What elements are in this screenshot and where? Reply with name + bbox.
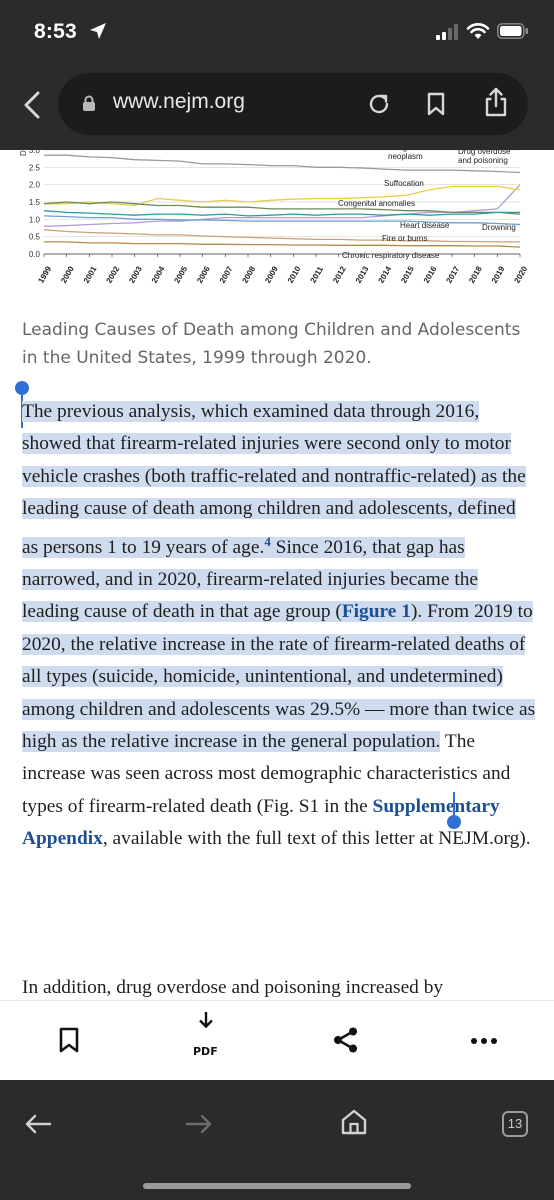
footnote-ref[interactable]: 4 bbox=[264, 533, 271, 549]
y-tick-label: 2.5 bbox=[29, 163, 41, 172]
x-tick-label: 2003 bbox=[127, 264, 144, 284]
x-tick-label: 2002 bbox=[104, 264, 121, 284]
status-time: 8:53 bbox=[34, 20, 77, 43]
supplementary-appendix-link[interactable]: Supplementary Appendix bbox=[22, 795, 500, 850]
text-run: The increase was seen across most demogr… bbox=[22, 731, 511, 817]
x-tick-label: 2018 bbox=[467, 264, 484, 284]
article-toolbar: PDF bbox=[0, 1000, 554, 1081]
series-label: Suffocation bbox=[384, 179, 424, 188]
x-tick-label: 2011 bbox=[309, 265, 326, 285]
pdf-label: PDF bbox=[193, 1045, 218, 1058]
x-tick-label: 2014 bbox=[376, 264, 393, 284]
address-bar[interactable]: www.nejm.org bbox=[58, 73, 528, 135]
figure-1-link[interactable]: Figure 1 bbox=[341, 601, 411, 623]
back-arrow-icon[interactable] bbox=[24, 1113, 52, 1135]
bookmark-icon[interactable] bbox=[426, 92, 446, 116]
save-bookmark-icon[interactable] bbox=[58, 1027, 80, 1053]
x-tick-label: 2001 bbox=[82, 264, 99, 284]
y-tick-label: 3.0 bbox=[29, 150, 41, 155]
y-tick-label: 0.5 bbox=[29, 233, 41, 242]
cellular-signal-icon bbox=[436, 24, 458, 40]
x-axis-ticks: 1999 2000 2001 2002 2003 2004 2005 2006 2007 2008… bbox=[36, 253, 529, 285]
series-line-chronic-respiratory-disease bbox=[44, 241, 521, 248]
y-axis-label: De bbox=[20, 150, 28, 156]
x-tick-label: 2020 bbox=[512, 264, 529, 284]
article-paragraph-2: In addition, drug overdose and poisoning… bbox=[22, 977, 444, 998]
series-label: Drowning bbox=[482, 223, 516, 232]
home-indicator bbox=[143, 1183, 411, 1189]
causes-of-death-line-chart[interactable]: De 0.0 0.5 1.0 1.5 2.0 2.5 3.0 Malignantneopla… bbox=[20, 150, 534, 302]
browser-back-chevron-icon[interactable] bbox=[18, 90, 46, 120]
browser-bottom-bar: 13 bbox=[0, 1080, 554, 1200]
x-tick-label: 1999 bbox=[36, 264, 53, 284]
reload-icon[interactable] bbox=[366, 91, 392, 117]
location-arrow-icon bbox=[90, 23, 106, 39]
share-nodes-icon[interactable] bbox=[333, 1027, 359, 1053]
series-line-heart-disease bbox=[43, 215, 521, 226]
forward-arrow-icon[interactable] bbox=[185, 1113, 213, 1135]
home-icon[interactable] bbox=[340, 1108, 368, 1136]
y-tick-label: 2.0 bbox=[29, 181, 41, 190]
x-tick-label: 2019 bbox=[490, 264, 507, 284]
x-tick-label: 2006 bbox=[195, 264, 212, 284]
article-content: De 0.0 0.5 1.0 1.5 2.0 2.5 3.0 Malignantneopla… bbox=[0, 150, 554, 1000]
y-tick-label: 1.5 bbox=[29, 198, 41, 207]
browser-top-chrome: 8:53 www.nejm.org bbox=[0, 0, 554, 150]
x-tick-label: 2015 bbox=[399, 264, 416, 284]
tabs-count-button[interactable]: 13 bbox=[502, 1111, 528, 1137]
x-tick-label: 2013 bbox=[354, 264, 371, 284]
url-text[interactable]: www.nejm.org bbox=[113, 90, 245, 113]
text-run: ). From 2019 to 2020, the relative incre… bbox=[22, 601, 536, 753]
y-tick-label: 0.0 bbox=[29, 250, 41, 259]
text-run: The previous analysis, which examined da… bbox=[22, 401, 526, 558]
series-label: Chronic respiratory disease bbox=[342, 251, 440, 260]
more-options-icon[interactable] bbox=[470, 1037, 498, 1045]
x-tick-label: 2009 bbox=[263, 264, 280, 284]
text-run: Since 2016, that gap has narrowed, and i… bbox=[22, 536, 479, 623]
x-tick-label: 2017 bbox=[444, 264, 461, 284]
series-line-fire-or-burns bbox=[43, 229, 520, 243]
y-axis-ticks: 0.0 0.5 1.0 1.5 2.0 2.5 3.0 bbox=[29, 150, 41, 259]
x-tick-label: 2004 bbox=[150, 264, 167, 284]
y-tick-label: 1.0 bbox=[29, 215, 41, 224]
share-icon[interactable] bbox=[483, 86, 509, 118]
x-tick-label: 2007 bbox=[218, 264, 235, 284]
series-line-drowning bbox=[43, 210, 520, 217]
series-label: Heart disease bbox=[400, 221, 450, 230]
series-line-malignant-neoplasm bbox=[44, 154, 521, 174]
article-paragraph-1: The previous analysis, which examined da… bbox=[22, 396, 536, 856]
figure-caption: Leading Causes of Death among Children a… bbox=[22, 320, 521, 368]
series-label: Congenital anomalies bbox=[338, 199, 415, 208]
x-tick-label: 2012 bbox=[331, 264, 348, 284]
selection-end-handle[interactable] bbox=[444, 792, 466, 832]
battery-icon bbox=[497, 23, 528, 39]
series-label: Drug overdose and poisoning bbox=[458, 150, 511, 165]
series-line-drug-overdose-and-poisoning bbox=[43, 184, 521, 227]
lock-icon bbox=[83, 95, 95, 111]
x-tick-label: 2016 bbox=[422, 264, 439, 284]
series-label: Malignantneoplasm bbox=[388, 150, 423, 161]
wifi-icon bbox=[466, 23, 490, 39]
x-tick-label: 2008 bbox=[240, 264, 257, 284]
x-tick-label: 2000 bbox=[59, 264, 76, 284]
selected-text: The previous analysis, which examined da… bbox=[22, 401, 536, 753]
series-line-suffocation bbox=[44, 185, 521, 207]
status-bar: 8:53 bbox=[0, 0, 554, 66]
download-arrow-icon bbox=[199, 1012, 213, 1029]
x-tick-label: 2010 bbox=[286, 264, 303, 284]
x-tick-label: 2005 bbox=[172, 264, 189, 284]
text-run: , available with the full text of this l… bbox=[102, 828, 531, 850]
series-label: Fire or burns bbox=[382, 234, 427, 243]
series-line-congenital-anomalies bbox=[43, 201, 521, 215]
chart-series-lines bbox=[43, 154, 521, 248]
